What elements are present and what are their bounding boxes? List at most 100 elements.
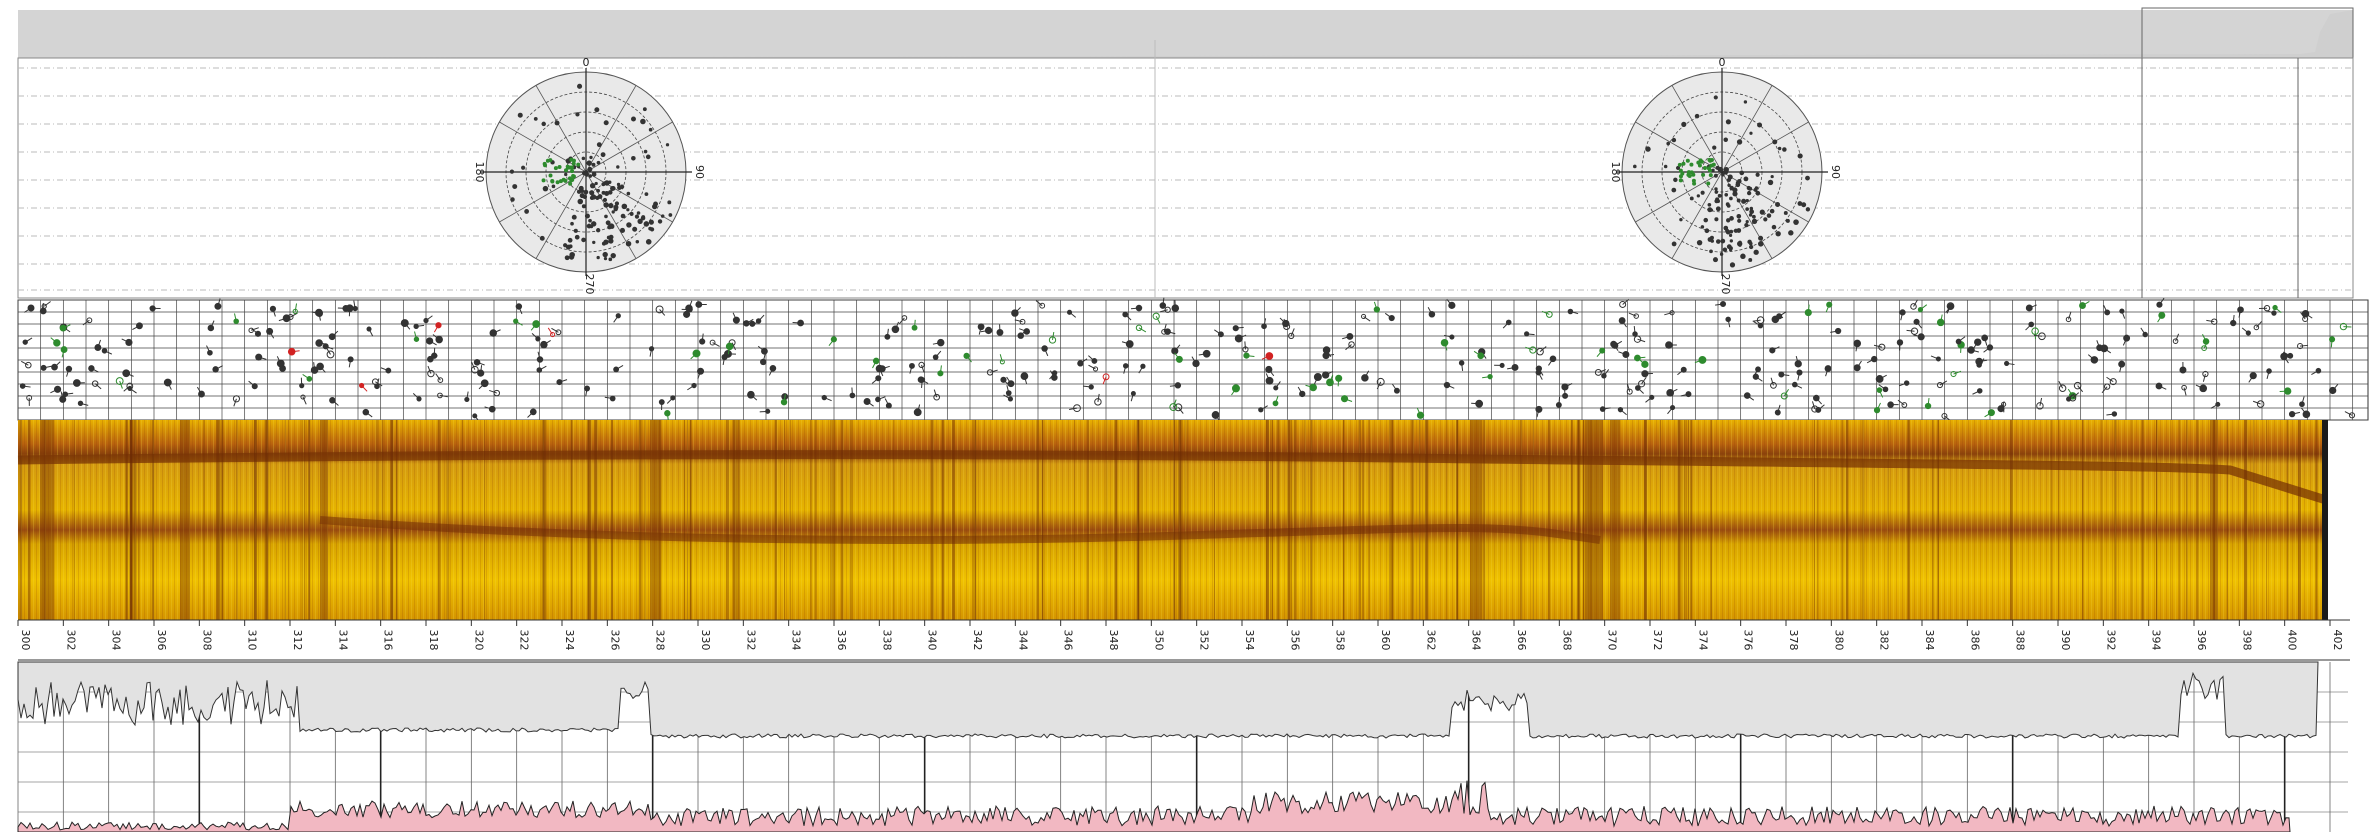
tadpole: [1524, 331, 1535, 337]
stereonet-pole: [1671, 137, 1677, 143]
tadpole: [329, 397, 339, 406]
tadpole: [122, 369, 134, 378]
stereonet-pole: [1793, 219, 1799, 225]
stereonet-pole: [1715, 165, 1720, 170]
tadpole: [2344, 411, 2356, 419]
tadpole: [1069, 404, 1081, 413]
tadpole: [1981, 334, 1989, 346]
tadpole: [749, 320, 761, 327]
tadpole: [1536, 346, 1547, 356]
tadpole: [2101, 383, 2111, 394]
stereonet-pole: [576, 189, 582, 194]
stereonet-pole: [1724, 192, 1729, 197]
tadpole: [1873, 402, 1881, 414]
stereonet-pole: [596, 188, 600, 193]
tadpole: [1664, 310, 1675, 316]
stereonet-pole: [644, 192, 649, 197]
stereonet-pole: [1747, 190, 1752, 196]
tadpole: [366, 326, 374, 337]
tadpole: [2297, 343, 2309, 350]
tadpole: [1780, 388, 1790, 400]
tadpole: [1232, 325, 1244, 332]
tadpole: [1138, 363, 1146, 374]
depth-tick-label: 350: [1152, 630, 1165, 651]
stereonet-pole: [1772, 139, 1778, 145]
stereonet-pole: [1748, 186, 1753, 191]
stereonet-pole-green: [1697, 163, 1702, 168]
tadpole: [743, 318, 754, 327]
tadpole: [687, 382, 697, 391]
tadpole: [1443, 381, 1455, 389]
tadpole: [747, 390, 758, 401]
stereonet-pole-green: [548, 173, 553, 178]
depth-tick-label: 368: [1560, 630, 1573, 651]
stereonet-pole-green: [1677, 162, 1682, 167]
stereonet-pole: [564, 172, 568, 177]
stereonet-pole: [539, 235, 545, 241]
tadpole: [690, 349, 701, 360]
stereonet-pole: [583, 189, 589, 195]
tadpole: [1641, 370, 1653, 378]
stereonet-pole: [1729, 262, 1736, 268]
stereonet-pole: [607, 190, 613, 195]
tadpole: [1261, 318, 1267, 330]
tadpole: [2179, 361, 2187, 374]
depth-tick-label: 352: [1198, 630, 1211, 651]
tadpole: [484, 405, 496, 413]
stereonet-pole: [610, 252, 616, 259]
depth-tick-label: 358: [1334, 630, 1347, 651]
tadpole: [918, 361, 925, 373]
stereonet-pole: [1666, 141, 1671, 146]
stereonet-pole: [1728, 233, 1733, 237]
depth-tick-label: 338: [880, 630, 893, 651]
stereonet-pole: [595, 228, 601, 233]
tadpole: [322, 343, 334, 350]
tadpole: [423, 315, 433, 324]
tadpole: [1955, 336, 1966, 345]
tadpole: [1910, 299, 1919, 310]
depth-tick-label: 382: [1878, 630, 1891, 651]
stereonet-pole: [596, 142, 602, 148]
stereonet-pole: [1805, 175, 1810, 181]
tadpole: [1130, 390, 1136, 402]
tadpole: [1171, 344, 1181, 355]
depth-tick-label: 362: [1424, 630, 1437, 651]
stereonet-pole: [1755, 172, 1760, 177]
tadpole: [77, 400, 89, 407]
stereonet-pole: [1729, 196, 1733, 201]
stereonet-pole: [596, 255, 600, 260]
tadpole: [1972, 338, 1982, 350]
tadpole: [1171, 300, 1180, 312]
tadpole: [471, 362, 479, 374]
tadpole: [2301, 407, 2311, 419]
tadpole: [917, 376, 929, 384]
tadpole: [2272, 304, 2282, 314]
tadpole: [1342, 333, 1354, 340]
stereonet-pole: [1714, 198, 1719, 204]
tadpole: [1619, 298, 1630, 308]
tadpole: [699, 333, 706, 345]
tadpole: [768, 364, 777, 376]
tadpole: [2311, 367, 2322, 376]
stereonet-pole: [1771, 224, 1777, 230]
tadpole: [1272, 395, 1279, 407]
stereonet-pole: [554, 120, 560, 126]
tadpole: [412, 392, 422, 402]
stereonet-pole: [1737, 179, 1742, 184]
tadpole: [60, 346, 68, 358]
stereonet-pole: [637, 218, 643, 224]
stereonet-pole: [1753, 249, 1759, 255]
stereonet-pole: [1719, 252, 1724, 256]
stereonet-pole: [1723, 169, 1729, 175]
stereonet-pole-green: [1685, 158, 1690, 163]
stereonet-pole: [600, 152, 606, 158]
stereonet-pole: [640, 118, 646, 125]
stereonet-pole: [510, 197, 515, 202]
tadpole: [1753, 366, 1761, 377]
stereonet-pole: [1715, 239, 1721, 244]
stereonet-label-bottom: 270: [583, 274, 596, 295]
tadpole: [655, 305, 666, 316]
stereonet-pole: [1788, 230, 1794, 236]
stereonet-pole: [1753, 187, 1758, 192]
lower-curve-fill: [17, 780, 2291, 832]
